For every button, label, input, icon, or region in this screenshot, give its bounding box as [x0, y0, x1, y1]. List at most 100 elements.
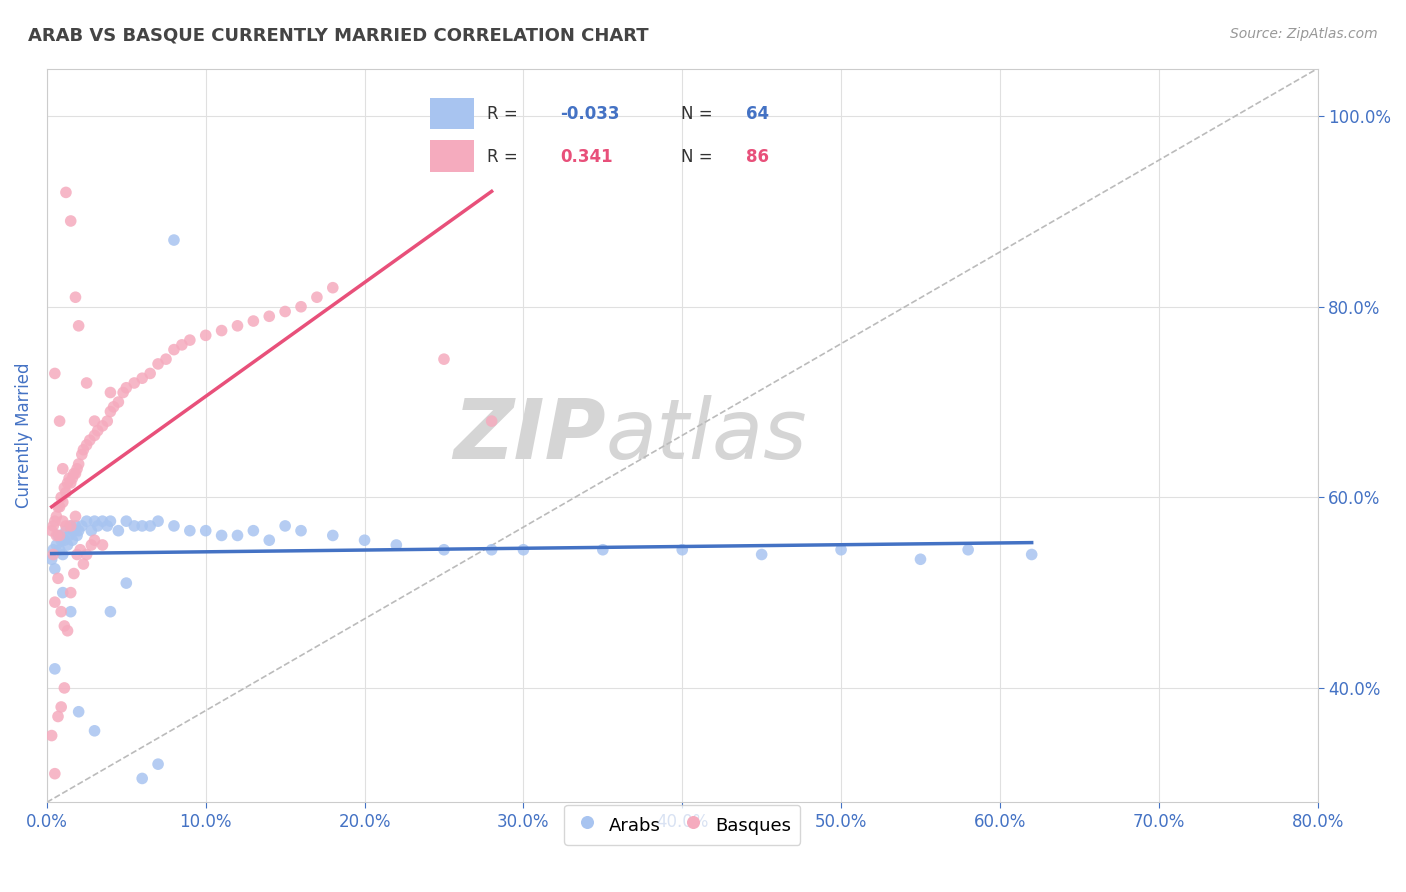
- Point: [83, 514, 105, 528]
- Point: [70, 519, 93, 533]
- Point: [290, 524, 312, 538]
- Point: [44, 595, 66, 609]
- Point: [139, 367, 162, 381]
- Point: [46, 528, 69, 542]
- Point: [194, 328, 217, 343]
- Point: [45, 509, 67, 524]
- Point: [45, 528, 67, 542]
- Point: [67, 524, 90, 538]
- Point: [59, 585, 82, 599]
- Point: [481, 414, 503, 428]
- Point: [42, 542, 65, 557]
- Point: [66, 548, 89, 562]
- Point: [433, 352, 456, 367]
- Point: [131, 772, 153, 786]
- Point: [44, 367, 66, 381]
- Point: [63, 467, 86, 481]
- Point: [63, 524, 86, 538]
- Point: [52, 585, 75, 599]
- Point: [211, 528, 233, 542]
- Point: [76, 376, 98, 390]
- Point: [44, 562, 66, 576]
- Point: [65, 519, 87, 533]
- Point: [56, 538, 79, 552]
- Point: [139, 519, 162, 533]
- Point: [322, 281, 344, 295]
- Point: [107, 395, 129, 409]
- Point: [957, 542, 980, 557]
- Point: [80, 524, 103, 538]
- Point: [66, 462, 89, 476]
- Point: [76, 548, 98, 562]
- Point: [48, 500, 70, 514]
- Point: [41, 552, 63, 566]
- Point: [65, 509, 87, 524]
- Point: [83, 533, 105, 548]
- Point: [53, 533, 76, 548]
- Point: [44, 514, 66, 528]
- Point: [910, 552, 932, 566]
- Point: [59, 519, 82, 533]
- Point: [56, 624, 79, 638]
- Point: [194, 524, 217, 538]
- Point: [433, 542, 456, 557]
- Point: [46, 571, 69, 585]
- Point: [751, 548, 773, 562]
- Point: [146, 357, 169, 371]
- Point: [96, 414, 118, 428]
- Point: [259, 310, 281, 324]
- Point: [122, 519, 145, 533]
- Point: [55, 524, 77, 538]
- Point: [242, 524, 264, 538]
- Point: [51, 533, 73, 548]
- Point: [211, 324, 233, 338]
- Point: [69, 542, 91, 557]
- Point: [112, 385, 135, 400]
- Point: [592, 542, 614, 557]
- Point: [96, 519, 118, 533]
- Point: [51, 491, 73, 505]
- Point: [55, 186, 77, 200]
- Point: [67, 457, 90, 471]
- Point: [67, 705, 90, 719]
- Point: [103, 400, 125, 414]
- Point: [671, 542, 693, 557]
- Point: [60, 533, 83, 548]
- Point: [72, 442, 94, 457]
- Point: [53, 619, 76, 633]
- Point: [512, 542, 534, 557]
- Point: [146, 514, 169, 528]
- Point: [322, 528, 344, 542]
- Point: [70, 447, 93, 461]
- Point: [83, 414, 105, 428]
- Point: [42, 548, 65, 562]
- Point: [122, 376, 145, 390]
- Point: [131, 519, 153, 533]
- Point: [59, 519, 82, 533]
- Point: [55, 519, 77, 533]
- Point: [146, 757, 169, 772]
- Point: [179, 524, 201, 538]
- Point: [45, 538, 67, 552]
- Point: [41, 524, 63, 538]
- Point: [163, 343, 186, 357]
- Point: [51, 605, 73, 619]
- Point: [91, 514, 114, 528]
- Point: [53, 681, 76, 695]
- Point: [226, 318, 249, 333]
- Point: [86, 424, 108, 438]
- Point: [48, 528, 70, 542]
- Point: [131, 371, 153, 385]
- Point: [67, 318, 90, 333]
- Point: [65, 467, 87, 481]
- Point: [100, 385, 122, 400]
- Point: [86, 519, 108, 533]
- Point: [55, 485, 77, 500]
- Point: [52, 462, 75, 476]
- Point: [44, 766, 66, 780]
- Point: [115, 514, 138, 528]
- Point: [226, 528, 249, 542]
- Point: [42, 519, 65, 533]
- Point: [274, 519, 297, 533]
- Point: [48, 414, 70, 428]
